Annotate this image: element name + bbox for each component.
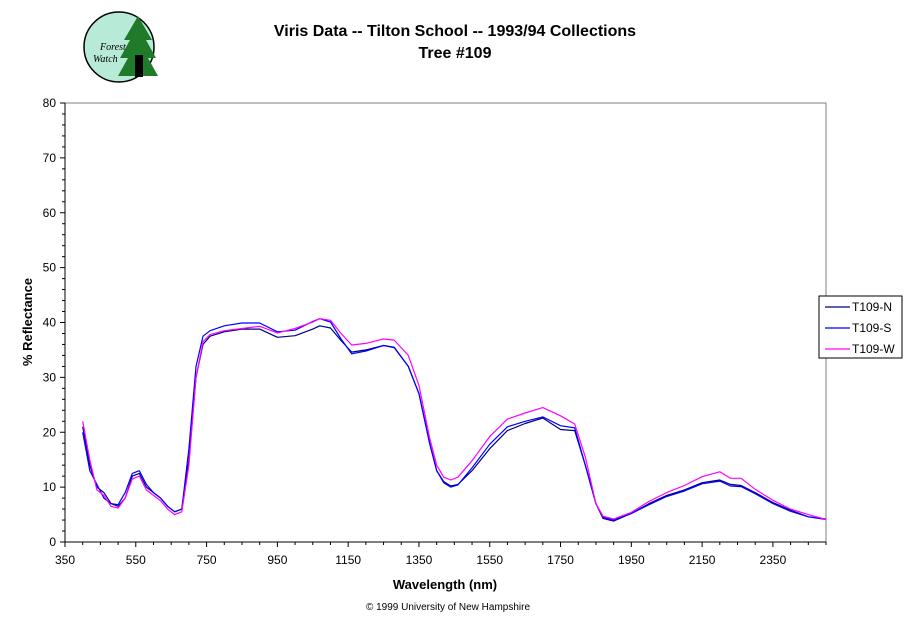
series-line-t109-w xyxy=(82,318,827,521)
x-tick-label: 1750 xyxy=(547,553,574,567)
series-line-t109-n xyxy=(82,325,827,522)
legend-box xyxy=(818,295,903,359)
x-ticks: 350 550 750 950 1150 1350 1550 1750 1950 2150 2350 xyxy=(55,542,827,567)
x-tick-label: 2350 xyxy=(760,553,787,567)
y-tick-label: 60 xyxy=(43,206,57,220)
logo-text-line1: Forest xyxy=(99,42,126,53)
tree-icon xyxy=(118,16,158,77)
legend: T109-N T109-S T109-W xyxy=(818,295,903,359)
x-tick-label: 1150 xyxy=(335,553,361,567)
x-tick-label: 1550 xyxy=(476,553,503,567)
y-tick-label: 0 xyxy=(49,535,56,549)
x-tick-label: 750 xyxy=(197,553,217,567)
series-line-t109-s xyxy=(82,318,827,521)
legend-label-t109-w: T109-W xyxy=(852,342,895,356)
y-tick-label: 70 xyxy=(43,151,57,165)
x-tick-label: 2150 xyxy=(689,553,716,567)
y-ticks: 0 10 20 30 40 50 60 70 80 xyxy=(43,96,65,549)
legend-label-t109-s: T109-S xyxy=(852,321,891,335)
y-tick-label: 30 xyxy=(43,370,57,384)
x-tick-label: 950 xyxy=(267,553,287,567)
logo-text-line2: Watch xyxy=(93,54,118,65)
y-tick-label: 80 xyxy=(43,96,57,110)
chart-subtitle: Tree #109 xyxy=(419,45,492,62)
x-tick-label: 1350 xyxy=(406,553,433,567)
x-tick-label: 550 xyxy=(126,553,146,567)
legend-label-t109-n: T109-N xyxy=(852,300,892,314)
x-tick-label: 1950 xyxy=(618,553,645,567)
y-tick-label: 10 xyxy=(43,480,57,494)
chart-title: Viris Data -- Tilton School -- 1993/94 C… xyxy=(274,23,636,40)
y-tick-label: 20 xyxy=(43,425,57,439)
plot-area xyxy=(64,102,827,543)
series-lines xyxy=(82,318,827,522)
x-tick-label: 350 xyxy=(55,553,75,567)
x-axis-title: Wavelength (nm) xyxy=(393,577,497,592)
copyright-text: © 1999 University of New Hampshire xyxy=(366,602,531,613)
y-tick-label: 40 xyxy=(43,316,57,330)
y-tick-label: 50 xyxy=(43,261,57,275)
forest-watch-logo: Forest Watch xyxy=(83,11,158,83)
y-axis-title: % Reflectance xyxy=(20,278,35,366)
